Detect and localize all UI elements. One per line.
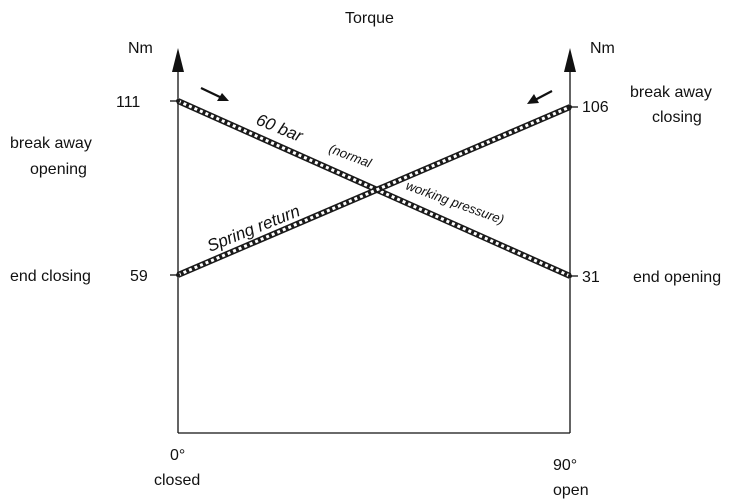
right-top-label-line2: closing: [652, 109, 702, 126]
series-point-end: [568, 274, 572, 278]
right-axis-unit: Nm: [590, 40, 615, 57]
arrow-closing-icon: [527, 90, 553, 104]
right-top-value: 106: [582, 99, 609, 116]
right-bottom-label: end opening: [633, 269, 721, 286]
chart-title: Torque: [345, 10, 394, 27]
left-axis-arrow-icon: [172, 48, 184, 72]
series-point-start: [176, 99, 180, 103]
pressure-line-note-2: working pressure): [404, 178, 506, 227]
x-start-value: 0°: [170, 447, 185, 464]
right-axis-arrow-icon: [564, 48, 576, 72]
left-bottom-label: end closing: [10, 268, 91, 285]
series-point-start: [176, 273, 180, 277]
left-bottom-value: 59: [130, 268, 148, 285]
x-end-label: open: [553, 482, 589, 499]
x-end-value: 90°: [553, 457, 577, 474]
left-axis-unit: Nm: [128, 40, 153, 57]
series-line-hatch: [177, 105, 571, 277]
left-top-value: 111: [116, 94, 140, 111]
pressure-line-note-1: (normal: [327, 141, 375, 171]
torque-lines: [176, 98, 572, 279]
left-top-label-line2: opening: [30, 161, 87, 178]
arrow-opening-icon: [200, 87, 229, 101]
x-start-label: closed: [154, 472, 200, 489]
series-point-end: [568, 105, 572, 109]
right-bottom-value: 31: [582, 269, 600, 286]
left-top-label-line1: break away: [10, 135, 92, 152]
torque-series-line-2: [176, 104, 572, 278]
right-top-label-line1: break away: [630, 84, 712, 101]
